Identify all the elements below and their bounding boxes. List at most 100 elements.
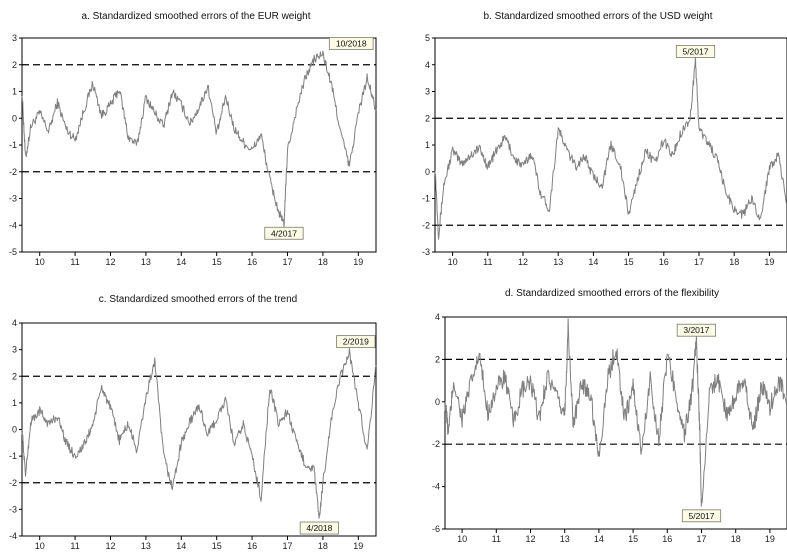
x-tick-label: 18 <box>731 534 741 544</box>
series-line <box>21 347 377 519</box>
plot-frame <box>21 322 377 537</box>
x-tick-label: 13 <box>560 534 570 544</box>
y-tick-label: -4 <box>9 220 17 230</box>
y-tick-label: -1 <box>9 140 17 150</box>
x-tick-label: 19 <box>353 541 363 551</box>
x-tick-label: 17 <box>282 257 292 267</box>
panel-a-title: a. Standardized smoothed errors of the E… <box>81 11 310 22</box>
panel-d: -6 -4 -2 0 2 4 10 11 12 13 14 15 16 17 18 19 3/2017 5/201… <box>432 312 787 544</box>
y-tick-label: 3 <box>425 87 430 97</box>
y-tick-label: -4 <box>9 531 17 541</box>
y-tick-label: 4 <box>435 312 440 322</box>
x-tick-label: 11 <box>70 541 79 551</box>
y-tick-label: -2 <box>9 478 17 488</box>
annotation-label: 10/2018 <box>336 38 367 48</box>
y-tick-label: 1 <box>425 140 430 150</box>
y-tick-label: -2 <box>9 167 17 177</box>
date-annotation: 10/2018 <box>328 36 374 50</box>
panel-c-title: c. Standardized smoothed errors of the t… <box>99 294 297 305</box>
x-tick-label: 18 <box>318 541 328 551</box>
y-tick-label: 3 <box>12 33 17 43</box>
x-tick-label: 18 <box>318 257 328 267</box>
y-tick-label: 3 <box>12 345 17 355</box>
y-tick-label: -3 <box>9 504 17 514</box>
annotation-label: 4/2017 <box>271 228 297 238</box>
x-tick-label: 10 <box>35 541 45 551</box>
x-tick-label: 15 <box>628 534 638 544</box>
x-tick-label: 10 <box>457 534 467 544</box>
annotation-label: 2/2019 <box>343 337 369 347</box>
y-tick-label: -1 <box>9 451 17 461</box>
annotation-box <box>336 335 376 349</box>
y-tick-label: -6 <box>432 524 440 534</box>
y-tick-label: 5 <box>425 33 430 43</box>
x-tick-label: 19 <box>353 257 363 267</box>
panel-b-title: b. Standardized smoothed errors of the U… <box>483 11 712 22</box>
y-tick-label: -2 <box>432 439 440 449</box>
x-tick-label: 12 <box>105 257 115 267</box>
date-annotation: 5/2017 <box>681 509 722 523</box>
y-tick-label: 0 <box>12 113 17 123</box>
x-tick-label: 13 <box>141 257 151 267</box>
x-tick-label: 15 <box>212 541 222 551</box>
y-tick-label: -4 <box>432 482 440 492</box>
y-tick-label: 4 <box>12 318 17 328</box>
y-tick-label: 0 <box>12 425 17 435</box>
x-tick-label: 19 <box>764 257 774 267</box>
annotation-box <box>675 45 716 58</box>
date-annotation: 5/2017 <box>675 45 716 58</box>
date-annotation: 4/2018 <box>299 521 339 535</box>
x-tick-label: 11 <box>483 257 492 267</box>
y-tick-label: 1 <box>12 398 17 408</box>
annotation-box <box>328 36 374 50</box>
x-tick-label: 10 <box>35 257 45 267</box>
x-tick-label: 12 <box>525 534 535 544</box>
date-annotation: 2/2019 <box>336 335 376 349</box>
y-tick-label: -3 <box>9 194 17 204</box>
series-line <box>21 50 377 228</box>
y-tick-label: 2 <box>12 371 17 381</box>
annotation-label: 5/2017 <box>682 46 708 56</box>
y-tick-label: -3 <box>422 247 430 257</box>
x-tick-label: 14 <box>176 257 186 267</box>
x-tick-label: 13 <box>553 257 563 267</box>
x-tick-label: 11 <box>70 257 79 267</box>
date-annotation: 4/2017 <box>264 226 304 240</box>
y-tick-label: 2 <box>12 60 17 70</box>
series-line <box>444 318 787 507</box>
annotation-box <box>681 509 722 523</box>
panel-d-title: d. Standardized smoothed errors of the f… <box>505 288 719 299</box>
annotation-label: 4/2018 <box>306 523 332 533</box>
y-tick-label: 2 <box>425 113 430 123</box>
series-line <box>434 54 787 240</box>
annotation-label: 5/2017 <box>689 511 715 521</box>
y-tick-label: -5 <box>9 247 17 257</box>
y-tick-label: 4 <box>425 60 430 70</box>
x-tick-label: 17 <box>696 534 706 544</box>
x-tick-label: 14 <box>594 534 604 544</box>
y-tick-label: 0 <box>425 167 430 177</box>
annotation-box <box>299 521 339 535</box>
y-tick-label: -1 <box>422 194 430 204</box>
annotation-box <box>264 226 304 240</box>
x-tick-label: 15 <box>212 257 222 267</box>
plot-frame <box>444 316 787 530</box>
x-tick-label: 17 <box>694 257 704 267</box>
x-tick-label: 12 <box>518 257 528 267</box>
x-tick-label: 12 <box>105 541 115 551</box>
annotation-label: 3/2017 <box>683 325 709 335</box>
plot-frame <box>21 37 377 253</box>
annotation-box <box>676 323 716 337</box>
x-tick-label: 16 <box>247 541 257 551</box>
y-tick-label: 2 <box>435 354 440 364</box>
x-tick-label: 16 <box>662 534 672 544</box>
x-tick-label: 15 <box>624 257 634 267</box>
x-tick-label: 17 <box>282 541 292 551</box>
x-tick-label: 16 <box>247 257 257 267</box>
y-tick-label: 0 <box>435 397 440 407</box>
y-tick-label: -2 <box>422 220 430 230</box>
x-tick-label: 14 <box>176 541 186 551</box>
date-annotation: 3/2017 <box>676 323 716 337</box>
